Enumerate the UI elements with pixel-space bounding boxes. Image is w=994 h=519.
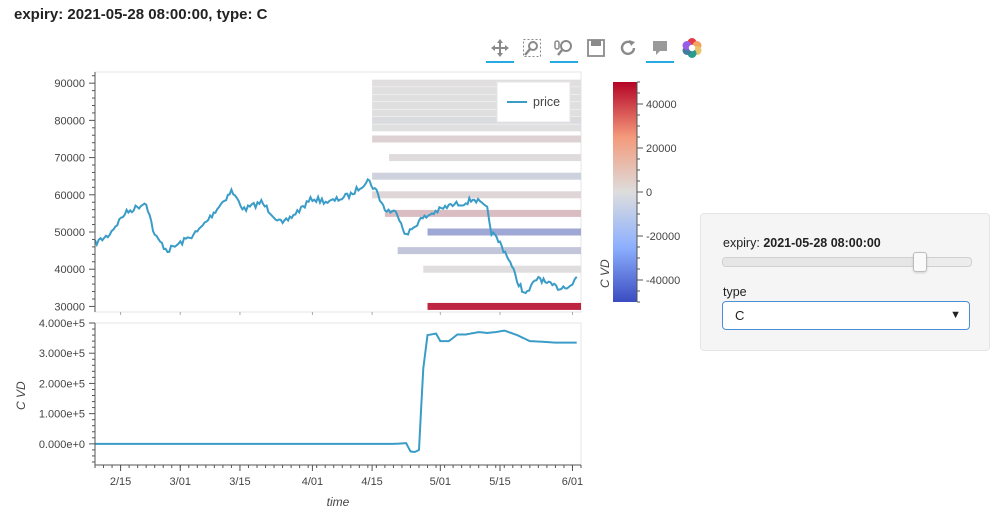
heatmap-band bbox=[384, 209, 581, 217]
hover-tool[interactable] bbox=[646, 35, 674, 63]
wheel-zoom-icon bbox=[554, 40, 572, 56]
cvd-y-axis: 0.000e+0 1.000e+5 2.000e+5 3.000e+5 4.000e+5 bbox=[39, 318, 96, 465]
colorbar bbox=[613, 82, 637, 302]
expiry-slider[interactable] bbox=[722, 252, 972, 272]
colorbar-tick-label: -40000 bbox=[646, 275, 680, 287]
colorbar-axis: 40000 20000 0 -20000 -40000 bbox=[636, 81, 680, 303]
hover-icon bbox=[653, 41, 667, 55]
price-y-tick-label: 80000 bbox=[54, 115, 85, 127]
heatmap-band bbox=[427, 228, 581, 236]
heatmap-band bbox=[427, 302, 581, 310]
cvd-y-tick-label: 2.000e+5 bbox=[39, 378, 85, 390]
price-y-tick-label: 70000 bbox=[54, 153, 85, 165]
heatmap-band bbox=[372, 79, 581, 87]
cvd-y-tick-label: 3.000e+5 bbox=[39, 348, 85, 360]
heatmap-band bbox=[372, 172, 581, 180]
time-tick-label: 5/01 bbox=[430, 476, 451, 488]
cvd-heatmap bbox=[372, 79, 581, 310]
heatmap-band bbox=[372, 109, 581, 117]
bokeh-logo-icon bbox=[682, 38, 702, 58]
cvd-plot-frame bbox=[94, 322, 582, 466]
colorbar-tick-label: 0 bbox=[646, 187, 652, 199]
type-select[interactable]: C ▼ bbox=[722, 301, 970, 330]
plot-toolbar bbox=[486, 35, 706, 63]
cvd-y-tick-label: 1.000e+5 bbox=[39, 409, 85, 421]
heatmap-band bbox=[372, 124, 581, 132]
save-tool[interactable] bbox=[582, 35, 610, 61]
legend-label-price: price bbox=[533, 95, 560, 109]
time-tick-label: 2/15 bbox=[110, 476, 131, 488]
cvd-y-tick-label: 0.000e+0 bbox=[39, 439, 85, 451]
expiry-value: 2021-05-28 08:00:00 bbox=[763, 236, 881, 250]
expiry-slider-handle[interactable] bbox=[912, 252, 927, 272]
time-x-axis: 2/15 3/01 3/15 4/01 4/15 5/01 5/15 6/01 bbox=[94, 464, 583, 488]
price-line bbox=[94, 177, 578, 295]
price-y-tick-label: 50000 bbox=[54, 227, 85, 239]
cvd-y-axis-label: C VD bbox=[14, 381, 28, 410]
cvd-y-tick-label: 4.000e+5 bbox=[39, 318, 85, 330]
box-zoom-tool[interactable] bbox=[518, 35, 546, 61]
time-tick-label: 6/01 bbox=[562, 476, 583, 488]
time-tick-label: 4/15 bbox=[361, 476, 382, 488]
price-y-tick-label: 60000 bbox=[54, 190, 85, 202]
expiry-label-text: expiry: bbox=[723, 236, 760, 250]
time-tick-label: 3/01 bbox=[170, 476, 191, 488]
type-label: type bbox=[723, 285, 747, 299]
pan-icon bbox=[491, 39, 509, 57]
save-icon bbox=[587, 39, 605, 57]
heatmap-band bbox=[372, 135, 581, 143]
type-select-value: C bbox=[735, 308, 745, 323]
page-title: expiry: 2021-05-28 08:00:00, type: C bbox=[14, 6, 268, 23]
bokeh-logo[interactable] bbox=[678, 35, 706, 61]
time-tick-label: 3/15 bbox=[229, 476, 250, 488]
heatmap-band bbox=[372, 191, 581, 199]
heatmap-band bbox=[372, 94, 581, 102]
time-tick-label: 4/01 bbox=[302, 476, 323, 488]
price-y-tick-label: 30000 bbox=[54, 301, 85, 313]
price-y-tick-label: 90000 bbox=[54, 78, 85, 90]
heatmap-band bbox=[389, 154, 581, 162]
chart-area[interactable]: 30000 40000 50000 60000 70000 80000 90000 pric… bbox=[0, 60, 680, 519]
heatmap-band bbox=[397, 247, 581, 255]
time-axis-label: time bbox=[327, 495, 350, 509]
colorbar-tick-label: -20000 bbox=[646, 231, 680, 243]
heatmap-band bbox=[372, 87, 581, 95]
heatmap-band bbox=[372, 116, 581, 124]
heatmap-band bbox=[423, 265, 581, 273]
price-y-axis: 30000 40000 50000 60000 70000 80000 90000 bbox=[54, 72, 573, 315]
colorbar-tick-label: 40000 bbox=[646, 99, 677, 111]
chevron-down-icon: ▼ bbox=[950, 309, 961, 321]
expiry-slider-fill bbox=[723, 258, 919, 266]
pan-tool[interactable] bbox=[486, 35, 514, 63]
wheel-zoom-tool[interactable] bbox=[550, 35, 578, 63]
reset-icon bbox=[620, 40, 636, 56]
colorbar-tick-label: 20000 bbox=[646, 143, 677, 155]
colorbar-label: C VD bbox=[598, 259, 612, 288]
time-tick-label: 5/15 bbox=[489, 476, 510, 488]
heatmap-band bbox=[372, 101, 581, 109]
cvd-line bbox=[95, 329, 577, 454]
price-y-tick-label: 40000 bbox=[54, 264, 85, 276]
legend: price bbox=[496, 81, 571, 123]
controls-panel: expiry: 2021-05-28 08:00:00 type C ▼ bbox=[700, 213, 990, 351]
reset-tool[interactable] bbox=[614, 35, 642, 61]
box-zoom-icon bbox=[523, 39, 541, 57]
expiry-label: expiry: 2021-05-28 08:00:00 bbox=[723, 236, 881, 250]
